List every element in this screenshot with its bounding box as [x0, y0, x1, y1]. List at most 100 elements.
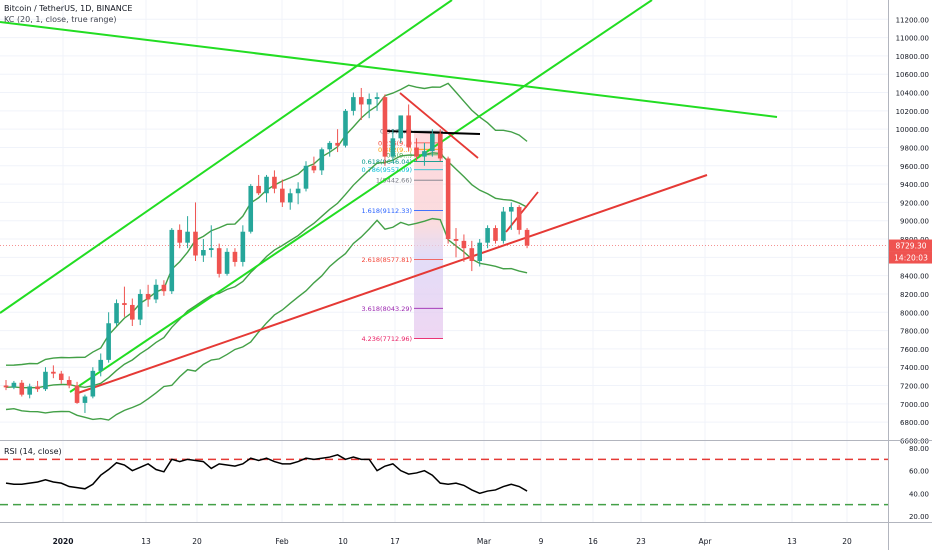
candle-body — [335, 142, 340, 146]
candle-body — [508, 206, 514, 212]
candle-body — [82, 396, 88, 403]
candle-body — [106, 323, 111, 360]
candle-body — [19, 382, 25, 395]
candle-body — [232, 251, 238, 262]
rsi-y-tick-label: 20.00 — [909, 513, 929, 521]
candle-body — [493, 228, 498, 241]
candle-body — [3, 385, 9, 388]
chart-title: Bitcoin / TetherUS, 1D, BINANCE — [4, 4, 133, 13]
y-tick-label: 10000.00 — [896, 126, 929, 134]
candle-body — [477, 242, 482, 262]
x-tick-label: Feb — [275, 537, 289, 546]
candle-body — [98, 359, 104, 371]
y-tick-label: 6800.00 — [900, 419, 929, 427]
y-tick-label: 11000.00 — [896, 35, 929, 43]
candle-body — [469, 248, 475, 262]
candle-body — [358, 97, 364, 105]
candle-body — [351, 97, 356, 111]
y-tick-label: 10600.00 — [896, 71, 929, 79]
rsi-title: RSI (14, close) — [4, 447, 62, 456]
candle-body — [374, 97, 380, 99]
x-tick-label: 16 — [588, 537, 598, 546]
candle-body — [343, 110, 348, 146]
channel-lower-line — [69, 0, 653, 393]
fib-zone — [414, 131, 443, 339]
price-badge — [889, 239, 932, 252]
candle-body — [366, 98, 372, 105]
resistance-line — [0, 21, 778, 118]
y-tick-label: 8200.00 — [900, 291, 929, 299]
candle-body — [422, 151, 427, 157]
candle-body — [248, 185, 254, 232]
candle-body — [319, 149, 325, 171]
candle-body — [216, 248, 222, 274]
kc-lower — [5, 217, 528, 421]
x-tick-label: 23 — [636, 537, 646, 546]
y-tick-label: 9000.00 — [900, 218, 929, 226]
x-tick-label: Apr — [699, 537, 713, 546]
fib-level-label: 4.236(7712.96) — [361, 335, 412, 343]
x-tick-label: 13 — [787, 537, 797, 546]
candle-body — [437, 133, 443, 159]
x-tick-label: 2020 — [53, 537, 74, 546]
down-trendline — [399, 92, 479, 159]
y-tick-label: 7600.00 — [900, 346, 929, 354]
candle-body — [303, 165, 309, 189]
y-tick-label: 11200.00 — [896, 16, 929, 24]
y-tick-label: 7000.00 — [900, 401, 929, 409]
rsi-y-tick-label: 40.00 — [909, 490, 929, 498]
x-tick-label: 13 — [141, 537, 151, 546]
candle-body — [66, 380, 72, 386]
candle-body — [51, 371, 56, 374]
candle-body — [185, 231, 190, 243]
time-badge-label: 14:20:03 — [894, 254, 928, 263]
candle-body — [516, 206, 522, 230]
x-tick-label: 20 — [192, 537, 202, 546]
indicator-label: KC (20, 1, close, true range) — [4, 15, 117, 24]
candle-body — [524, 229, 530, 246]
candle-body — [177, 229, 182, 243]
candle-body — [256, 185, 261, 194]
candle-body — [445, 158, 451, 240]
rsi-line — [5, 453, 528, 495]
candle-body — [145, 293, 151, 300]
candle-body — [311, 165, 317, 171]
x-tick-label: 17 — [390, 537, 400, 546]
candle-body — [280, 188, 285, 203]
candle-body — [137, 293, 143, 320]
support-line — [74, 174, 708, 395]
fib-level-label: 2.618(8577.81) — [361, 256, 412, 264]
candle-body — [430, 133, 435, 152]
candle-body — [461, 240, 467, 249]
y-tick-label: 9200.00 — [900, 199, 929, 207]
candle-body — [327, 142, 332, 150]
candle-body — [35, 386, 40, 390]
x-tick-label: 9 — [539, 537, 544, 546]
candle-body — [295, 188, 301, 194]
fib-level-label: 0.786(9557.09) — [361, 166, 412, 174]
x-tick-label: 10 — [338, 537, 348, 546]
candle-body — [27, 386, 32, 395]
x-tick-label: Mar — [477, 537, 492, 546]
y-tick-label: 8000.00 — [900, 309, 929, 317]
candle-body — [414, 147, 419, 157]
y-tick-label: 10800.00 — [896, 53, 929, 61]
time-badge — [889, 251, 932, 264]
y-tick-label: 9400.00 — [900, 181, 929, 189]
rsi-y-tick-label: 80.00 — [909, 445, 929, 453]
y-tick-label: 7400.00 — [900, 364, 929, 372]
candle-body — [382, 97, 388, 157]
candle-body — [224, 251, 230, 274]
candle-body — [43, 371, 48, 390]
candle-body — [193, 231, 198, 256]
y-tick-label: 9800.00 — [900, 144, 929, 152]
y-tick-label: 7200.00 — [900, 383, 929, 391]
y-tick-label: 10200.00 — [896, 108, 929, 116]
candle-body — [161, 284, 167, 292]
y-tick-label: 8400.00 — [900, 273, 929, 281]
candle-body — [11, 382, 17, 388]
candle-body — [390, 138, 396, 157]
candle-body — [130, 304, 135, 320]
candle-body — [287, 193, 293, 203]
